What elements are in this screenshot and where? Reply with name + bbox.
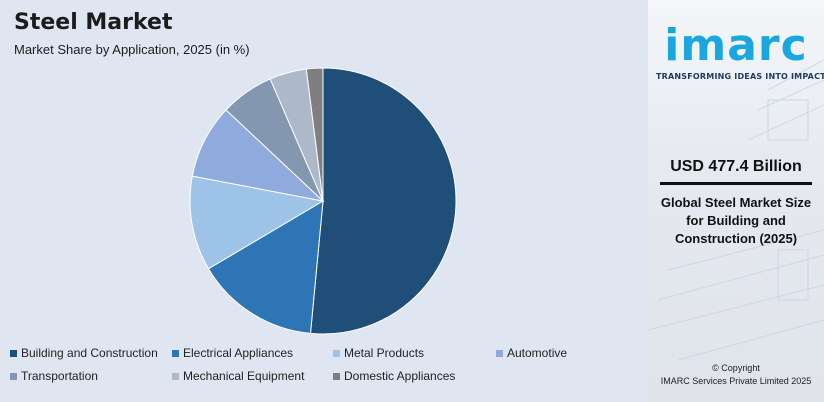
chart-title: Steel Market [14, 10, 173, 35]
pie-chart [189, 67, 457, 335]
divider [660, 182, 812, 185]
legend-label: Metal Products [344, 346, 425, 360]
info-sidebar: imarc TRANSFORMING IDEAS INTO IMPACT USD… [648, 0, 824, 402]
copyright-line-2: IMARC Services Private Limited 2025 [660, 376, 812, 386]
legend-label: Electrical Appliances [183, 346, 294, 360]
legend-item-metal-products: Metal Products [333, 346, 424, 360]
imarc-logo: imarc TRANSFORMING IDEAS INTO IMPACT [656, 20, 824, 82]
market-size-value: USD 477.4 Billion [670, 158, 802, 175]
brand-tagline: TRANSFORMING IDEAS INTO IMPACT [656, 72, 824, 81]
copyright-notice: © Copyright IMARC Services Private Limit… [652, 362, 820, 388]
legend-label: Domestic Appliances [344, 369, 456, 383]
legend-item-mechanical-equipment: Mechanical Equipment [172, 369, 304, 383]
legend-swatch [10, 349, 17, 357]
brand-name: imarc [664, 20, 808, 71]
legend-swatch [333, 372, 340, 380]
chart-panel: Steel Market Market Share by Application… [0, 0, 648, 402]
pie-slice-building-and-construction [309, 67, 457, 335]
legend-label: Automotive [507, 346, 568, 360]
legend-swatch [172, 349, 179, 357]
market-size-description: Global Steel Market Size for Building an… [660, 195, 812, 246]
legend-swatch [172, 372, 179, 380]
legend-item-transportation: Transportation [10, 369, 98, 383]
legend-swatch [10, 372, 17, 380]
chart-subtitle: Market Share by Application, 2025 (in %) [14, 42, 250, 57]
copyright-line-1: © Copyright [712, 363, 760, 373]
legend-label: Building and Construction [21, 346, 158, 360]
legend-label: Transportation [21, 369, 98, 383]
pie-slice-domestic-appliances [305, 67, 324, 202]
legend-item-building-and-construction: Building and Construction [10, 346, 158, 360]
legend-item-automotive: Automotive [496, 346, 567, 360]
pie-slice-electrical-appliances [207, 200, 324, 334]
legend-swatch [333, 349, 340, 357]
legend-item-domestic-appliances: Domestic Appliances [333, 369, 455, 383]
legend-swatch [496, 349, 503, 357]
pie-slice-metal-products [189, 175, 325, 270]
legend-item-electrical-appliances: Electrical Appliances [172, 346, 293, 360]
legend-label: Mechanical Equipment [183, 369, 305, 383]
background-pattern [648, 59, 824, 361]
